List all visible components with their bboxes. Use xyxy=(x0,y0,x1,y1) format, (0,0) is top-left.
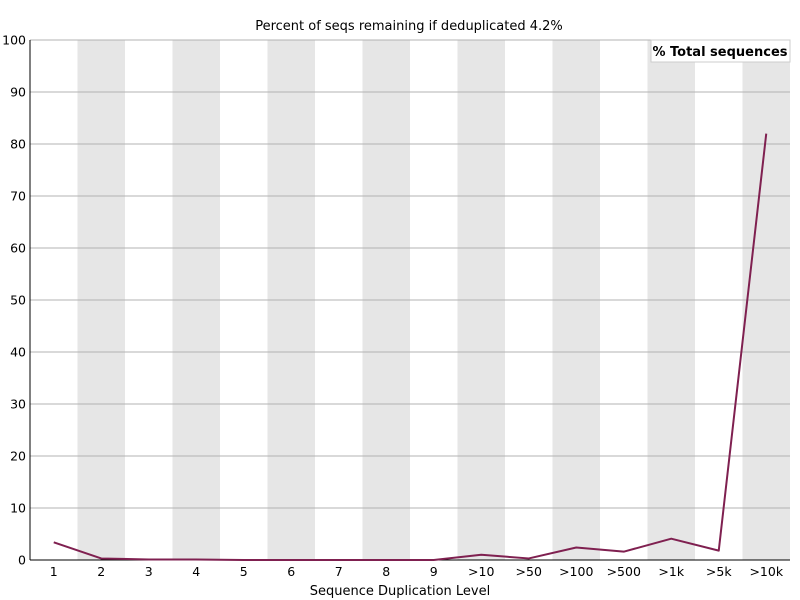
x-tick-label: >50 xyxy=(516,564,542,579)
chart-title: Percent of seqs remaining if deduplicate… xyxy=(255,19,563,34)
x-tick-label: 2 xyxy=(97,564,105,579)
y-tick-label: 70 xyxy=(10,189,26,204)
y-tick-label: 90 xyxy=(10,85,26,100)
y-tick-label: 10 xyxy=(10,501,26,516)
x-tick-label: >10 xyxy=(468,564,494,579)
y-tick-labels: 0 10 20 30 40 50 60 70 80 90 100 xyxy=(2,33,26,568)
y-tick-label: 20 xyxy=(10,449,26,464)
x-tick-label: 8 xyxy=(382,564,390,579)
legend-entry-total-sequences: % Total sequences xyxy=(652,45,787,60)
x-tick-label: 4 xyxy=(192,564,200,579)
x-tick-label: 6 xyxy=(287,564,295,579)
x-tick-label: 3 xyxy=(145,564,153,579)
x-tick-labels: 1 2 3 4 5 6 7 8 9 >10 >50 >100 >500 >1k >5k >10k xyxy=(50,564,784,579)
legend: % Total sequences xyxy=(650,39,791,63)
x-tick-label: >100 xyxy=(559,564,593,579)
x-tick-label: >500 xyxy=(607,564,641,579)
x-tick-label: >5k xyxy=(706,564,732,579)
x-tick-label: >10k xyxy=(749,564,783,579)
y-tick-label: 80 xyxy=(10,137,26,152)
series-line-0 xyxy=(53,133,768,561)
x-tick-label: 5 xyxy=(240,564,248,579)
x-tick-label: 1 xyxy=(50,564,58,579)
y-tick-label: 50 xyxy=(10,293,26,308)
y-tick-label: 60 xyxy=(10,241,26,256)
y-tick-label: 100 xyxy=(2,33,26,48)
x-axis-label: Sequence Duplication Level xyxy=(310,584,490,599)
x-tick-label: >1k xyxy=(658,564,684,579)
y-tick-label: 40 xyxy=(10,345,26,360)
series-lines xyxy=(53,133,768,561)
gridlines xyxy=(30,39,790,509)
x-tick-label: 9 xyxy=(430,564,438,579)
x-tick-label: 7 xyxy=(335,564,343,579)
legend-box xyxy=(650,39,791,63)
y-tick-label: 30 xyxy=(10,397,26,412)
y-tick-label: 0 xyxy=(18,553,26,568)
